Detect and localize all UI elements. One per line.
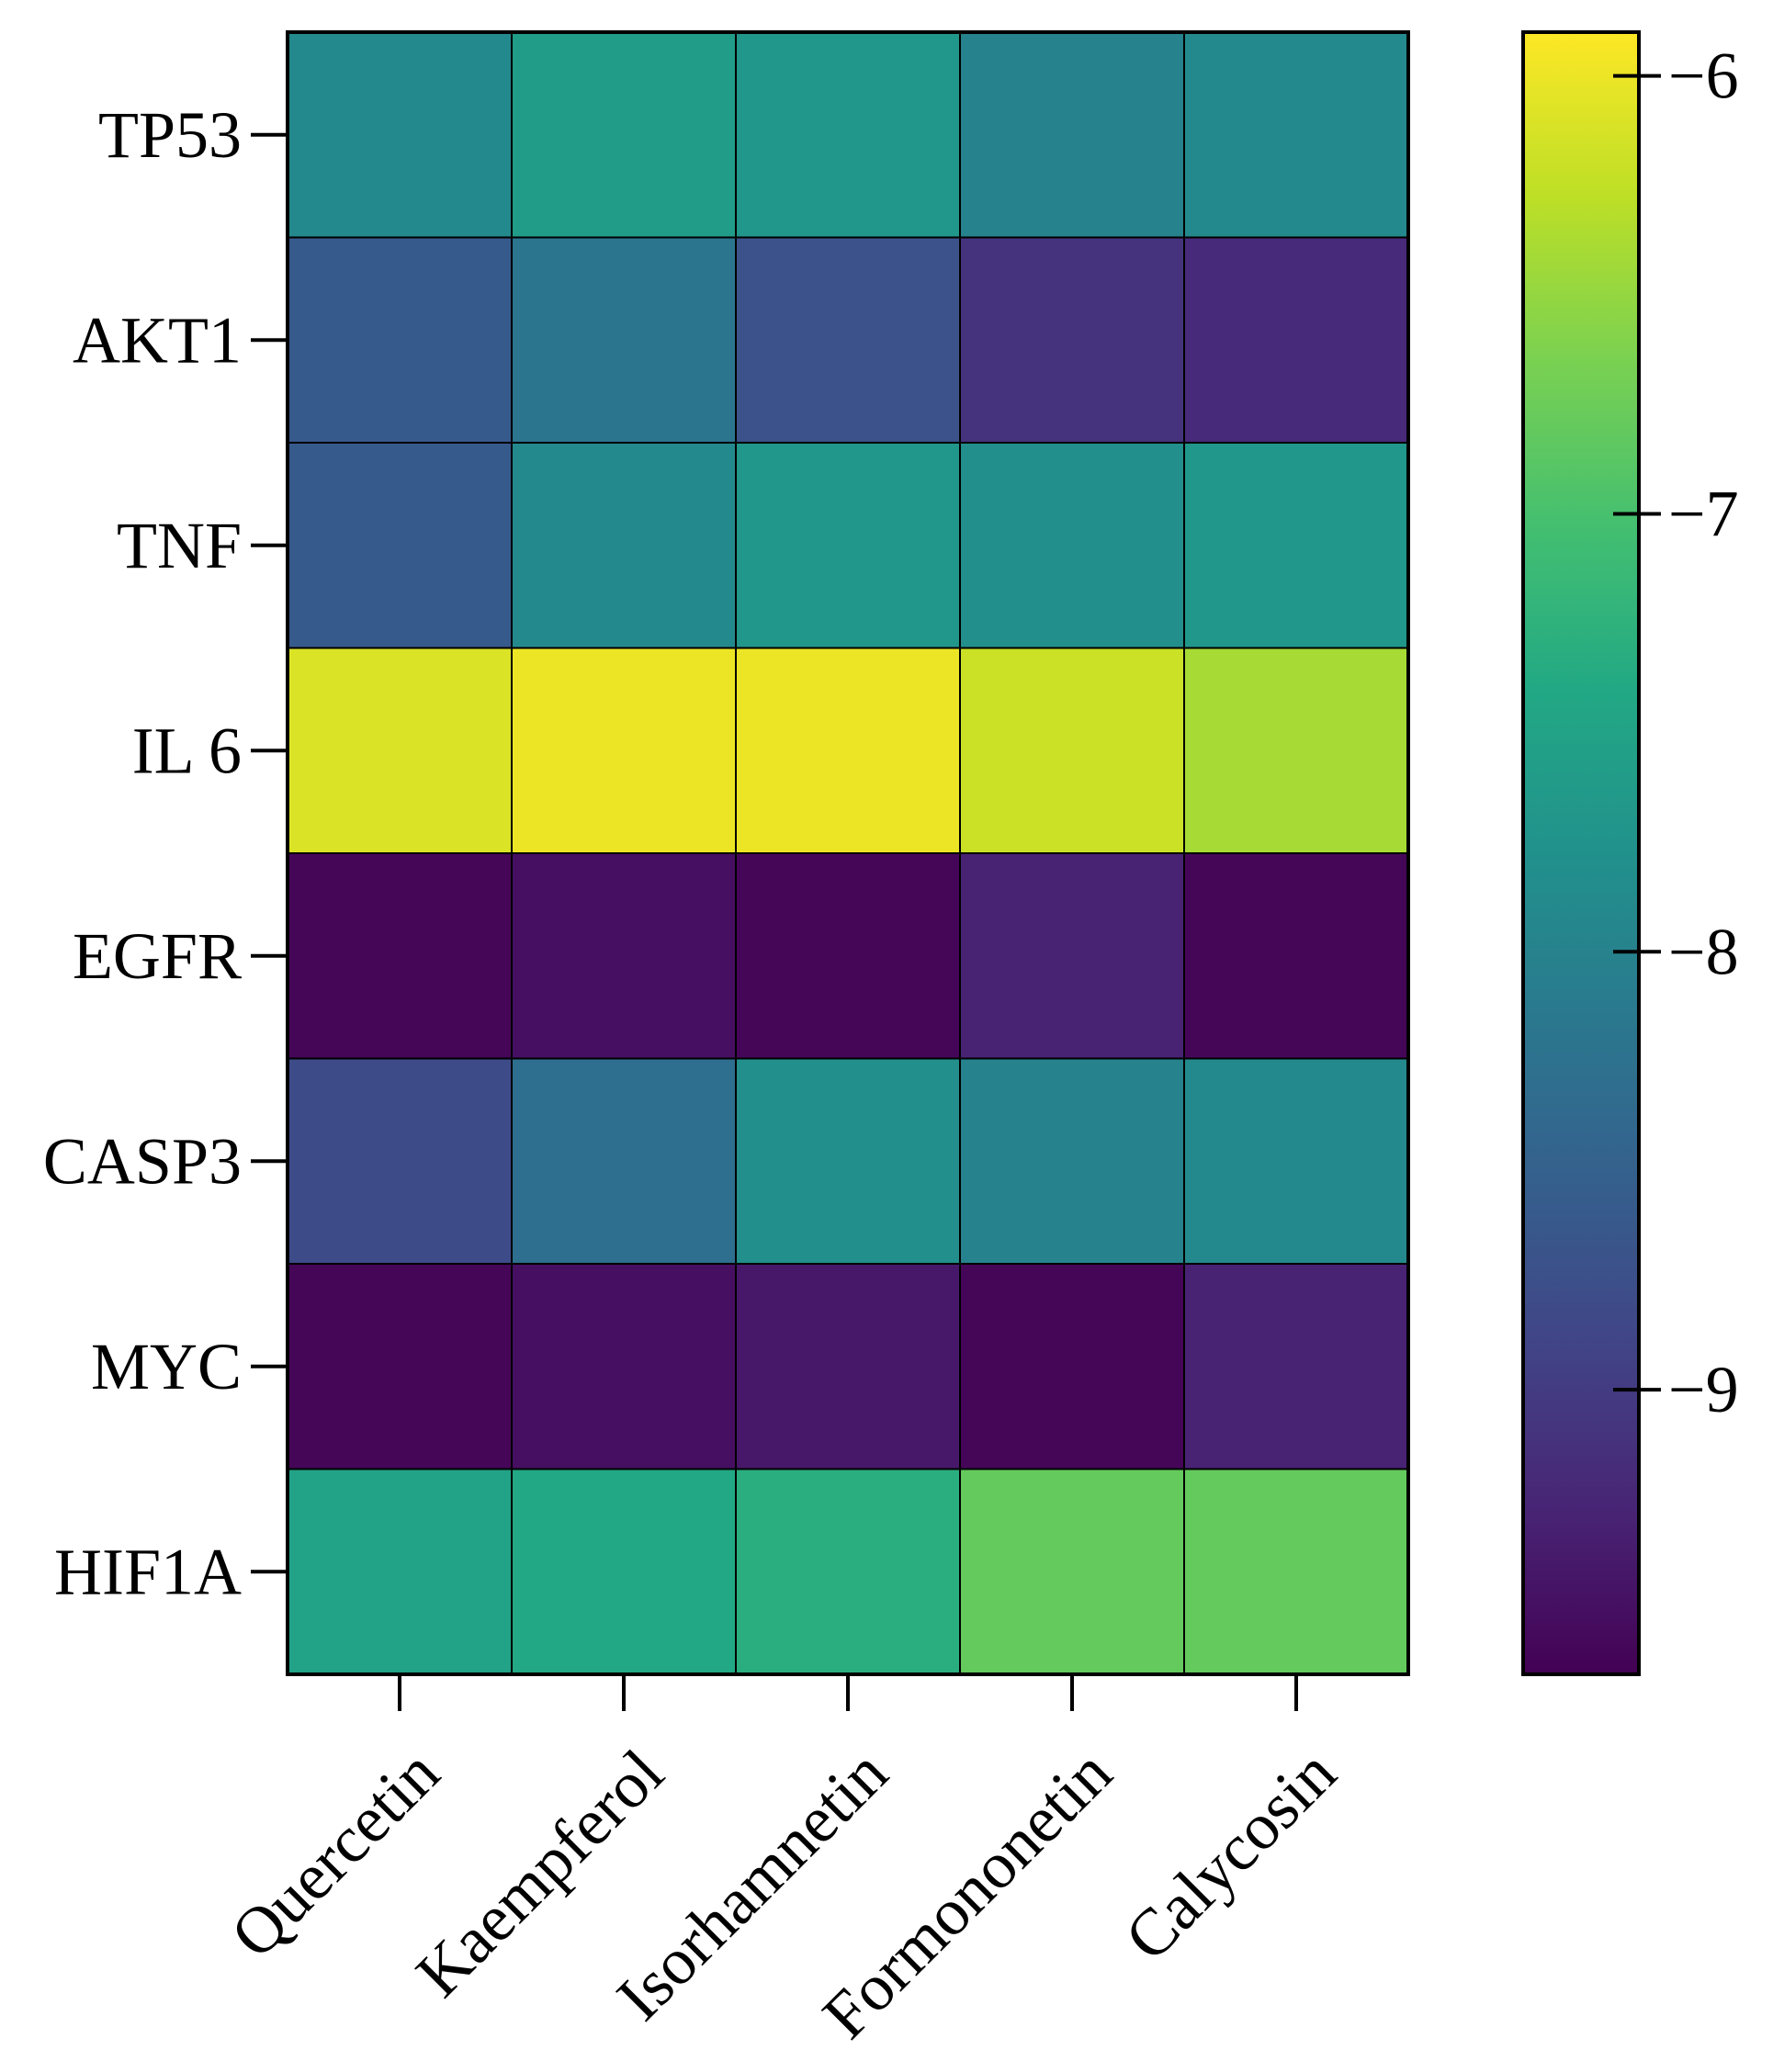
heatmap-cell-IL6-Formononetin bbox=[960, 648, 1185, 854]
heatmap-cell-TP53-Calycosin bbox=[1184, 32, 1409, 238]
heatmap-cell-TNF-Formononetin bbox=[960, 443, 1185, 648]
heatmap-cell-EGFR-Isorhamnetin bbox=[736, 853, 961, 1059]
colorbar-tick-label: −9 bbox=[1668, 1353, 1739, 1426]
colorbar-tick-label: −6 bbox=[1668, 39, 1739, 113]
heatmap-cell-TNF-Calycosin bbox=[1184, 443, 1409, 648]
heatmap-cell-CASP3-Calycosin bbox=[1184, 1058, 1409, 1265]
heatmap-cells bbox=[288, 32, 1409, 1675]
heatmap-cell-HIF1A-Calycosin bbox=[1184, 1469, 1409, 1675]
heatmap-cell-IL6-Kaempferol bbox=[512, 648, 737, 854]
heatmap-cell-TP53-Formononetin bbox=[960, 32, 1185, 238]
heatmap-cell-TP53-Quercetin bbox=[288, 32, 513, 238]
row-axis: TP53 AKT1 TNF IL 6 EGFR CASP3 MYC HIF1A bbox=[43, 98, 288, 1608]
heatmap-cell-AKT1-Formononetin bbox=[960, 237, 1185, 444]
colorbar-tick-label: −7 bbox=[1668, 477, 1739, 550]
colorbar: −6 −7 −8 −9 bbox=[1521, 30, 1739, 1676]
row-label-TP53: TP53 bbox=[98, 98, 242, 172]
column-label-Quercetin: Quercetin bbox=[217, 1736, 453, 1972]
heatmap-cell-AKT1-Isorhamnetin bbox=[736, 237, 961, 444]
row-label-AKT1: AKT1 bbox=[73, 303, 242, 377]
heatmap-cell-EGFR-Kaempferol bbox=[512, 853, 737, 1059]
row-label-IL6: IL 6 bbox=[132, 714, 242, 787]
column-label-Calycosin: Calycosin bbox=[1111, 1736, 1350, 1975]
heatmap-cell-TNF-Isorhamnetin bbox=[736, 443, 961, 648]
heatmap-cell-CASP3-Formononetin bbox=[960, 1058, 1185, 1265]
heatmap-cell-CASP3-Isorhamnetin bbox=[736, 1058, 961, 1265]
heatmap-cell-AKT1-Quercetin bbox=[288, 237, 513, 444]
heatmap-cell-TP53-Isorhamnetin bbox=[736, 32, 961, 238]
colorbar-tick-label: −8 bbox=[1668, 915, 1739, 988]
heatmap-cell-EGFR-Formononetin bbox=[960, 853, 1185, 1059]
row-label-CASP3: CASP3 bbox=[43, 1124, 242, 1198]
heatmap-cell-CASP3-Quercetin bbox=[288, 1058, 513, 1265]
heatmap-cell-MYC-Quercetin bbox=[288, 1264, 513, 1470]
heatmap-cell-TNF-Quercetin bbox=[288, 443, 513, 648]
heatmap-cell-MYC-Formononetin bbox=[960, 1264, 1185, 1470]
heatmap-cell-TP53-Kaempferol bbox=[512, 32, 737, 238]
heatmap-cell-MYC-Calycosin bbox=[1184, 1264, 1409, 1470]
row-label-HIF1A: HIF1A bbox=[54, 1535, 242, 1608]
heatmap-cell-IL6-Calycosin bbox=[1184, 648, 1409, 854]
heatmap-cell-MYC-Kaempferol bbox=[512, 1264, 737, 1470]
row-label-EGFR: EGFR bbox=[73, 919, 242, 993]
row-label-TNF: TNF bbox=[117, 509, 242, 582]
heatmap-cell-MYC-Isorhamnetin bbox=[736, 1264, 961, 1470]
heatmap-cell-CASP3-Kaempferol bbox=[512, 1058, 737, 1265]
heatmap-cell-EGFR-Quercetin bbox=[288, 853, 513, 1059]
heatmap-cell-AKT1-Kaempferol bbox=[512, 237, 737, 444]
column-axis: QuercetinKaempferolIsorhamnetinFormonone… bbox=[217, 1674, 1350, 2053]
heatmap-cell-TNF-Kaempferol bbox=[512, 443, 737, 648]
heatmap-cell-AKT1-Calycosin bbox=[1184, 237, 1409, 444]
cell-grid bbox=[288, 32, 1408, 1674]
row-label-MYC: MYC bbox=[91, 1330, 242, 1403]
colorbar-gradient bbox=[1521, 30, 1641, 1676]
heatmap-cell-IL6-Quercetin bbox=[288, 648, 513, 854]
heatmap-cell-HIF1A-Isorhamnetin bbox=[736, 1469, 961, 1675]
heatmap-cell-EGFR-Calycosin bbox=[1184, 853, 1409, 1059]
heatmap-cell-HIF1A-Formononetin bbox=[960, 1469, 1185, 1675]
heatmap-cell-HIF1A-Kaempferol bbox=[512, 1469, 737, 1675]
heatmap-cell-HIF1A-Quercetin bbox=[288, 1469, 513, 1675]
heatmap-cell-IL6-Isorhamnetin bbox=[736, 648, 961, 854]
